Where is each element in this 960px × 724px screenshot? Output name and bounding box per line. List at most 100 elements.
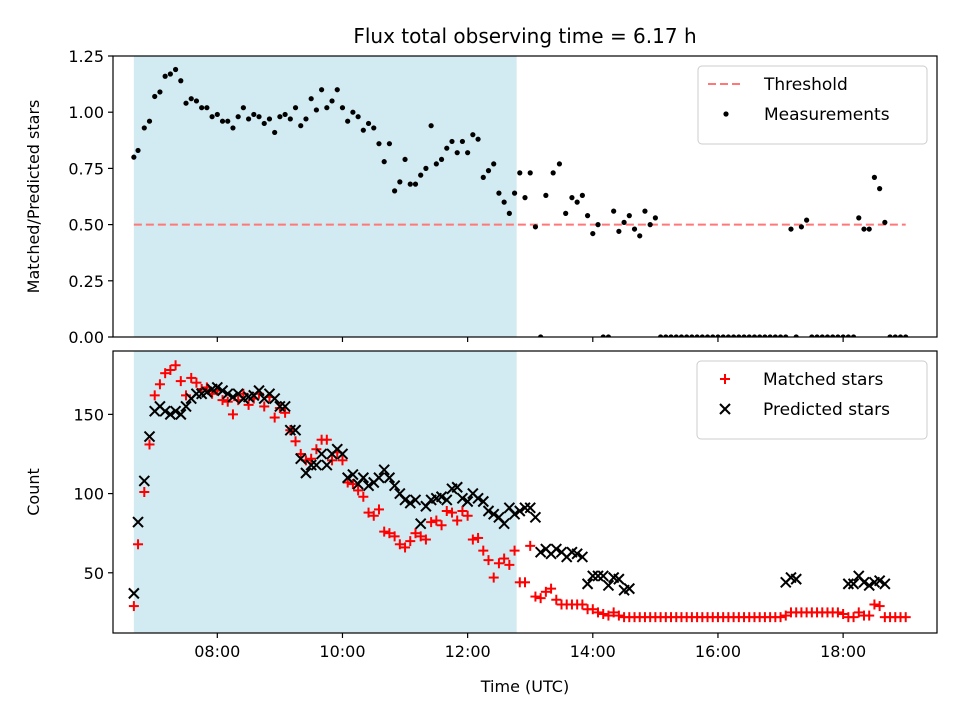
data-point (608, 607, 619, 618)
data-point (520, 577, 530, 588)
data-point (217, 395, 228, 406)
data-point (461, 495, 474, 508)
data-point (418, 172, 424, 178)
data-point (272, 129, 278, 136)
data-point (847, 578, 860, 590)
data-point (527, 170, 533, 176)
data-point (626, 213, 632, 219)
data-point (509, 545, 520, 556)
data-point (410, 528, 421, 539)
data-point (336, 448, 349, 460)
legend-box (696, 360, 928, 440)
data-point (165, 365, 176, 376)
data-point (524, 502, 536, 514)
data-point (499, 553, 510, 564)
data-point (530, 591, 541, 602)
data-point (135, 147, 141, 154)
data-point (556, 161, 563, 167)
data-point (684, 334, 690, 337)
data-point (389, 531, 400, 542)
data-point (222, 388, 234, 400)
data-point (525, 540, 536, 551)
data-point (866, 226, 872, 232)
data-point (581, 578, 594, 590)
data-point (225, 118, 231, 124)
figure-title: Flux total observing time = 6.17 h (353, 24, 696, 48)
data-point (574, 199, 580, 205)
data-point (725, 334, 731, 337)
data-point (324, 105, 330, 111)
data-point (592, 570, 604, 582)
count-series-matched-stars (128, 360, 911, 623)
data-point (863, 579, 875, 592)
data-point (598, 608, 609, 619)
data-point (616, 228, 622, 234)
data-point (170, 360, 181, 371)
data-point (587, 604, 598, 615)
data-point (400, 542, 411, 553)
data-point (584, 213, 591, 219)
data-point (289, 424, 302, 436)
data-point (501, 199, 507, 205)
data-point (877, 186, 883, 192)
data-point (456, 492, 469, 505)
data-point (178, 78, 184, 84)
data-point (199, 105, 205, 111)
ratio-panel: 0.00 0.25 0.50 0.75 1.00 1.25 Matched/Predicte… (24, 47, 938, 347)
data-point (804, 217, 810, 223)
data-point (295, 453, 307, 465)
data-point (467, 534, 478, 545)
data-point (871, 174, 878, 180)
data-point (133, 539, 144, 550)
data-point (306, 453, 317, 464)
data-point (452, 515, 463, 526)
data-point (668, 334, 674, 337)
data-point (590, 230, 596, 237)
legend-label: Matched stars (763, 370, 883, 390)
data-point (287, 116, 293, 122)
legend-swatch (723, 111, 729, 117)
data-point (373, 504, 384, 515)
data-point (321, 459, 333, 471)
data-point (519, 502, 531, 514)
data-point (882, 219, 888, 225)
data-point (175, 376, 186, 387)
data-point (154, 379, 165, 390)
data-point (160, 368, 171, 379)
data-point (508, 508, 521, 520)
data-point (874, 601, 885, 612)
data-point (284, 424, 297, 436)
data-point (887, 334, 893, 337)
data-point (647, 222, 653, 228)
data-point (261, 120, 267, 127)
count-shaded-region (133, 351, 517, 633)
data-point (613, 610, 624, 621)
data-point (498, 517, 510, 530)
data-point (751, 334, 758, 337)
data-point (775, 612, 786, 623)
data-point (767, 334, 773, 337)
data-point (350, 109, 356, 115)
data-point (188, 96, 194, 102)
data-point (569, 195, 575, 201)
data-point (310, 459, 323, 471)
data-point (631, 226, 638, 232)
data-point (319, 87, 325, 93)
data-point (673, 334, 679, 337)
data-point (190, 388, 203, 400)
data-point (235, 114, 241, 120)
data-point (420, 534, 431, 545)
data-point (540, 586, 551, 597)
data-point (762, 334, 768, 337)
data-point (355, 114, 361, 120)
data-point (144, 439, 155, 450)
x-tick-label: 14:00 (570, 642, 616, 661)
data-point (345, 118, 351, 124)
count-panel: 08:00 10:00 12:00 14:00 16:00 18:00 50 100 150 Co… (24, 350, 938, 661)
data-point (472, 492, 484, 505)
data-point (214, 111, 220, 118)
legend-label: Predicted stars (763, 400, 890, 420)
data-point (397, 179, 403, 185)
data-point (414, 517, 427, 530)
data-point (132, 516, 144, 528)
